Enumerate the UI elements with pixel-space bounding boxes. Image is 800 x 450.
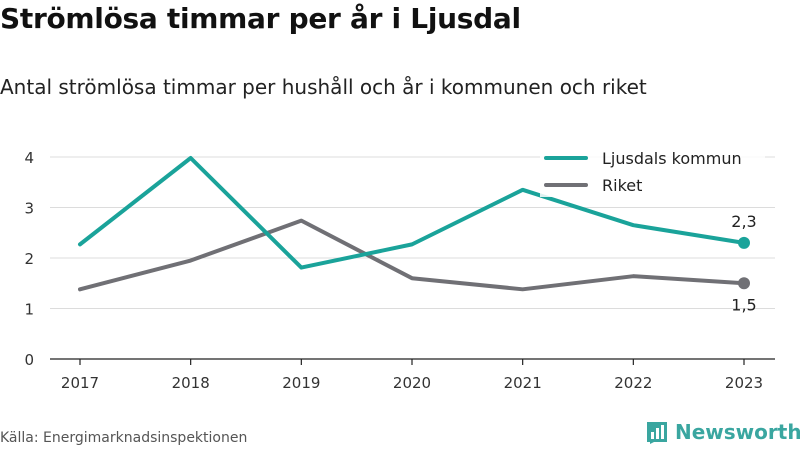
x-tick-label: 2017 xyxy=(61,374,99,392)
end-point-marker xyxy=(738,277,750,290)
source-note: Källa: Energimarknadsinspektionen xyxy=(0,430,248,446)
brand-name: Newsworthy xyxy=(675,420,800,444)
end-value-label: 1,5 xyxy=(731,295,756,314)
y-tick-label: 2 xyxy=(24,250,34,268)
line-chart: 0 1 2 3 4 2017 2018 2019 2020 2021 2022 2023 1,5 2,3 L… xyxy=(24,145,775,392)
brand: Newsworthy xyxy=(645,420,800,444)
y-tick-label: 4 xyxy=(24,149,34,167)
x-tick-label: 2020 xyxy=(393,374,431,392)
x-tick-label: 2019 xyxy=(282,374,320,392)
bar-chart-icon xyxy=(647,422,667,444)
y-tick-label: 0 xyxy=(24,351,34,369)
x-tick-label: 2022 xyxy=(614,374,652,392)
chart-title: Strömlösa timmar per år i Ljusdal xyxy=(0,2,521,35)
y-tick-label: 3 xyxy=(24,200,34,218)
end-point-marker xyxy=(738,236,750,249)
series-line xyxy=(78,156,746,270)
end-value-label: 2,3 xyxy=(731,212,756,231)
legend-background xyxy=(540,145,765,197)
chart-subtitle: Antal strömlösa timmar per hushåll och å… xyxy=(0,75,647,99)
x-tick-label: 2021 xyxy=(504,374,542,392)
x-tick-label: 2023 xyxy=(725,374,763,392)
x-tick-label: 2018 xyxy=(172,374,210,392)
series-line xyxy=(78,218,746,292)
legend-label: Ljusdals kommun xyxy=(602,149,742,168)
y-tick-label: 1 xyxy=(24,301,34,319)
legend-label: Riket xyxy=(602,176,642,195)
